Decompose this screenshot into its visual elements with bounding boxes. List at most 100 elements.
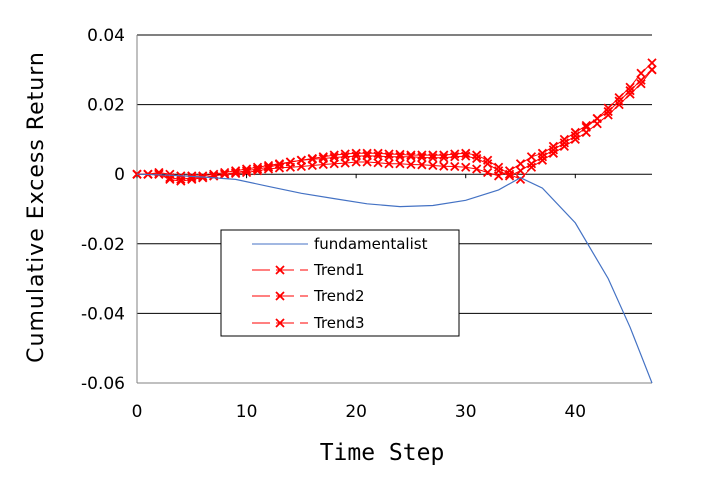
data-point-marker bbox=[472, 164, 482, 174]
data-point-marker bbox=[636, 79, 646, 89]
data-point-marker bbox=[504, 169, 515, 179]
data-point-marker bbox=[384, 159, 394, 169]
series-layer bbox=[132, 58, 657, 384]
data-point-marker bbox=[428, 153, 438, 163]
data-point-marker bbox=[362, 151, 372, 161]
data-point-marker bbox=[581, 120, 591, 131]
data-point-marker bbox=[603, 110, 613, 120]
series-line bbox=[136, 173, 653, 384]
data-point-marker bbox=[625, 86, 635, 96]
data-point-marker bbox=[351, 151, 361, 161]
data-point-marker bbox=[537, 148, 548, 158]
data-point-marker bbox=[570, 134, 580, 145]
data-point-marker bbox=[614, 96, 624, 106]
data-point-marker bbox=[614, 93, 624, 103]
y-tick-label: 0.02 bbox=[87, 96, 125, 116]
data-point-marker bbox=[296, 155, 306, 165]
data-point-marker bbox=[406, 159, 416, 170]
data-point-marker bbox=[241, 166, 252, 176]
legend-label: Trend1 bbox=[313, 261, 365, 279]
data-point-marker bbox=[340, 152, 350, 162]
legend-item-fundamentalist: fundamentalist bbox=[252, 235, 428, 253]
legend-item-trend3: Trend3 bbox=[252, 314, 365, 332]
x-tick-label: 40 bbox=[564, 402, 586, 422]
data-point-marker bbox=[537, 152, 548, 162]
data-point-marker bbox=[220, 169, 230, 179]
data-point-marker bbox=[307, 154, 317, 164]
legend-marker bbox=[275, 318, 285, 328]
data-point-marker bbox=[603, 103, 613, 113]
data-point-marker bbox=[526, 152, 537, 162]
data-point-marker bbox=[625, 89, 635, 99]
data-point-marker bbox=[373, 151, 383, 161]
data-point-marker bbox=[526, 159, 537, 169]
data-point-marker bbox=[417, 160, 427, 170]
legend-box bbox=[220, 229, 460, 337]
x-tick-label: 10 bbox=[236, 402, 258, 422]
legend-label: Trend3 bbox=[313, 314, 365, 332]
data-point-marker bbox=[395, 159, 405, 169]
y-tick-label: -0.02 bbox=[81, 235, 125, 255]
legend-items: fundamentalist Trend1 Trend2 Trend3 bbox=[252, 235, 428, 332]
data-point-marker bbox=[636, 75, 646, 85]
data-point-marker bbox=[570, 131, 580, 141]
y-tick-label: -0.06 bbox=[81, 374, 125, 394]
data-point-marker bbox=[450, 152, 460, 162]
data-point-marker bbox=[537, 155, 548, 165]
data-point-marker bbox=[428, 160, 438, 171]
data-point-marker bbox=[395, 152, 405, 162]
data-point-marker bbox=[493, 162, 504, 172]
data-point-marker bbox=[274, 159, 285, 169]
legend-label: fundamentalist bbox=[314, 235, 428, 253]
data-point-marker bbox=[439, 153, 449, 163]
series-fundamentalist bbox=[136, 173, 653, 384]
data-point-marker bbox=[636, 68, 646, 78]
data-point-marker bbox=[263, 160, 274, 171]
data-point-marker bbox=[647, 58, 657, 68]
data-point-marker bbox=[209, 171, 219, 181]
data-point-marker bbox=[318, 153, 328, 164]
data-point-marker bbox=[493, 166, 504, 176]
data-point-marker bbox=[504, 171, 515, 181]
data-point-marker bbox=[209, 169, 219, 179]
data-point-marker bbox=[384, 152, 394, 162]
legend-item-trend1: Trend1 bbox=[252, 261, 365, 279]
data-point-marker bbox=[548, 141, 559, 151]
legend-marker bbox=[275, 291, 285, 301]
data-point-marker bbox=[603, 106, 613, 117]
data-point-marker bbox=[439, 161, 449, 171]
data-point-marker bbox=[285, 157, 296, 167]
data-point-marker bbox=[548, 145, 559, 155]
data-point-marker bbox=[176, 174, 186, 185]
data-point-marker bbox=[483, 159, 493, 169]
y-axis-label: Cumulative Excess Return bbox=[24, 51, 49, 363]
x-tick-label: 20 bbox=[345, 402, 367, 422]
data-point-marker bbox=[515, 166, 526, 176]
data-point-marker bbox=[406, 150, 416, 160]
data-point-marker bbox=[187, 173, 197, 183]
data-point-marker bbox=[559, 134, 569, 145]
legend-marker bbox=[275, 265, 285, 275]
data-point-marker bbox=[461, 162, 471, 172]
y-tick-labels: 0.04 0.02 0 -0.02 -0.04 -0.06 bbox=[81, 26, 125, 394]
y-tick-label: 0 bbox=[114, 165, 125, 185]
legend-label: Trend2 bbox=[313, 287, 365, 305]
data-point-marker bbox=[559, 141, 569, 151]
data-point-marker bbox=[581, 122, 591, 132]
data-point-marker bbox=[614, 99, 624, 110]
x-tick-labels: 0 10 20 30 40 bbox=[132, 402, 587, 422]
legend: fundamentalist Trend1 Trend2 Trend3 bbox=[220, 229, 460, 337]
data-point-marker bbox=[515, 159, 526, 169]
data-point-marker bbox=[406, 152, 416, 162]
data-point-marker bbox=[241, 164, 252, 174]
data-point-marker bbox=[461, 151, 471, 161]
y-tick-label: 0.04 bbox=[87, 26, 125, 46]
data-point-marker bbox=[548, 148, 559, 158]
data-point-marker bbox=[165, 169, 175, 179]
data-point-marker bbox=[154, 169, 164, 179]
data-point-marker bbox=[220, 167, 230, 178]
data-point-marker bbox=[373, 158, 383, 168]
x-axis-label: Time Step bbox=[320, 440, 445, 466]
data-point-marker bbox=[198, 171, 208, 181]
